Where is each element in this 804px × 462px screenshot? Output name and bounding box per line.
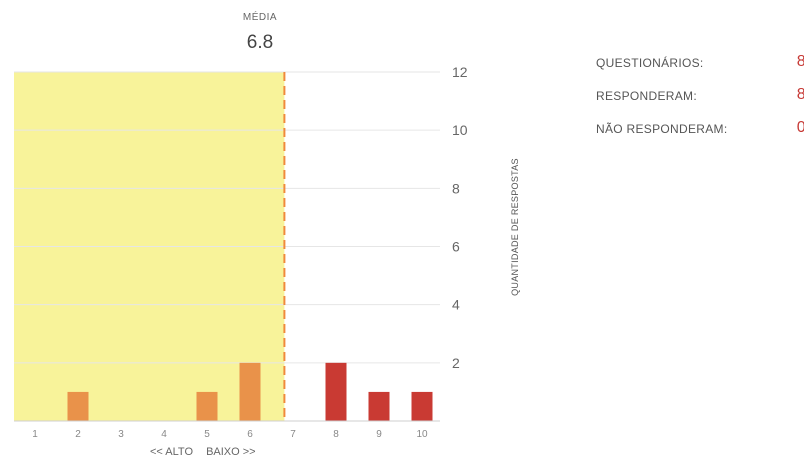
bar-8 [326,363,347,421]
bar-10 [412,392,433,421]
x-tick-label: 7 [290,429,296,440]
bar-2 [68,392,89,421]
response-stats: QUESTIONÁRIOS: 8 RESPONDERAM: 8 NÃO RESP… [596,56,804,155]
stat-label: NÃO RESPONDERAM: [596,122,728,136]
x-tick-label: 4 [161,429,167,440]
bar-5 [197,392,218,421]
y-tick-label: 8 [452,180,460,196]
x-tick-label: 1 [32,429,38,440]
y-tick-label: 10 [452,122,468,138]
y-tick-label: 4 [452,297,460,313]
y-axis-label: QUANTIDADE DE RESPOSTAS [510,142,520,312]
bar-9 [369,392,390,421]
stat-value: 8 [797,53,804,71]
bar-6 [240,363,261,421]
stat-questionarios: QUESTIONÁRIOS: 8 [596,56,804,89]
y-tick-label: 12 [452,64,468,80]
stat-responderam: RESPONDERAM: 8 [596,89,804,122]
x-tick-label: 8 [333,429,339,440]
x-tick-label: 2 [75,429,81,440]
caption-low: BAIXO >> [206,446,256,458]
stat-label: RESPONDERAM: [596,89,697,103]
stat-label: QUESTIONÁRIOS: [596,56,704,70]
x-tick-label: 10 [416,429,428,440]
x-tick-label: 6 [247,429,253,440]
stat-value: 0 [797,119,804,137]
y-tick-label: 2 [452,355,460,371]
mean-label: MÉDIA [224,12,296,23]
x-tick-label: 5 [204,429,210,440]
stat-nao-responderam: NÃO RESPONDERAM: 0 [596,122,804,155]
x-tick-label: 3 [118,429,124,440]
caption-high: << ALTO [150,446,193,458]
y-tick-label: 6 [452,239,460,255]
mean-value: 6.8 [224,32,296,54]
stat-value: 8 [797,86,804,104]
axis-direction-caption: << ALTO BAIXO >> [150,446,266,458]
x-tick-label: 9 [376,429,382,440]
